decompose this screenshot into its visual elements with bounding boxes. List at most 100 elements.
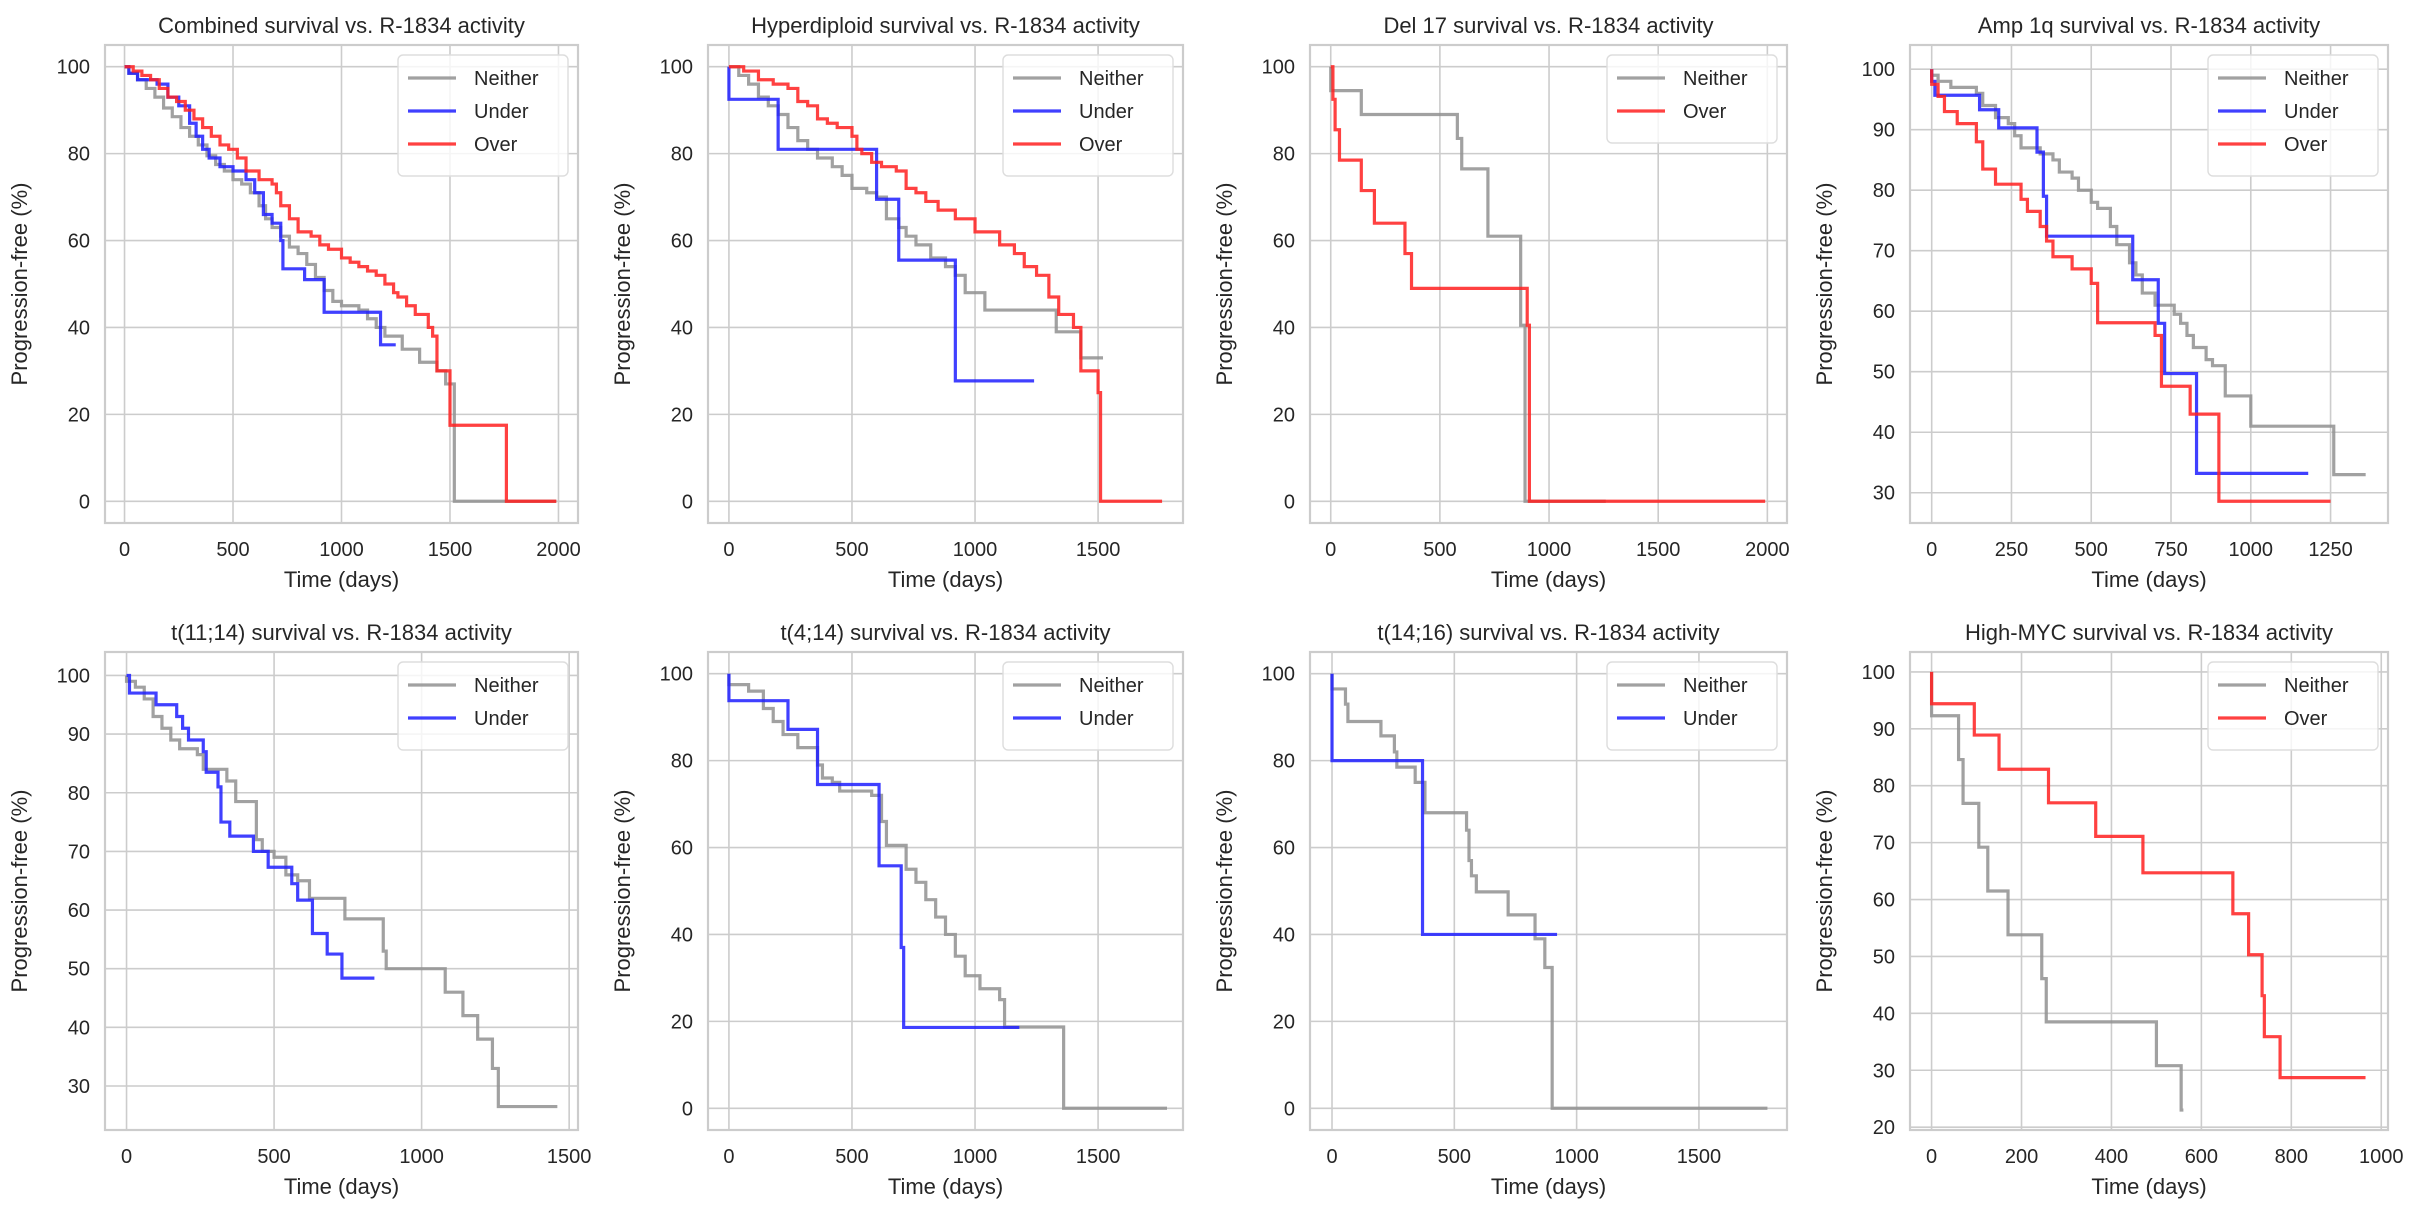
axes-frame	[1308, 43, 1789, 525]
series-line-neither	[1329, 66, 1606, 503]
axes-frame	[103, 43, 580, 525]
y-tick-label: 60	[68, 231, 90, 253]
y-tick-label: 100	[1862, 59, 1895, 81]
y-tick-label: 60	[1873, 890, 1895, 912]
y-tick-label: 70	[1873, 833, 1895, 855]
series-line-over	[1930, 69, 2331, 503]
y-tick-label: 60	[68, 900, 90, 922]
series-group	[1329, 65, 1766, 503]
chart-title: Combined survival vs. R-1834 activity	[158, 13, 525, 38]
x-tick-label: 0	[1325, 539, 1336, 561]
legend-label: Neither	[1683, 675, 1748, 697]
y-tick-label: 100	[57, 665, 90, 687]
legend-label: Over	[2284, 708, 2328, 730]
x-tick-label: 0	[723, 539, 734, 561]
series-line-under	[126, 673, 375, 980]
x-tick-label: 1250	[2308, 539, 2353, 561]
y-tick-label: 50	[1873, 362, 1895, 384]
y-tick-label: 20	[671, 1011, 693, 1033]
x-tick-label: 1000	[2359, 1146, 2404, 1168]
y-tick-label: 80	[1873, 180, 1895, 202]
y-tick-label: 20	[671, 404, 693, 426]
legend-label: Under	[1079, 708, 1134, 730]
series-line-over	[1929, 671, 2366, 1080]
legend-label: Under	[474, 101, 529, 123]
x-axis-label: Time (days)	[1491, 1174, 1606, 1199]
y-tick-label: 60	[671, 231, 693, 253]
y-tick-label: 80	[1273, 144, 1295, 166]
y-tick-label: 0	[682, 491, 693, 513]
y-tick-label: 20	[1273, 404, 1295, 426]
x-tick-label: 600	[2185, 1146, 2218, 1168]
x-tick-label: 1000	[1554, 1146, 1599, 1168]
series-line-under	[727, 66, 1035, 383]
y-tick-label: 90	[1873, 719, 1895, 741]
x-axis-label: Time (days)	[284, 1174, 399, 1199]
y-tick-label: 100	[660, 664, 693, 686]
chart-panel-4: 0 500 1000 1500 30 40 50 60 70 80 90 100 Neither Unde…	[7, 620, 591, 1199]
y-tick-label: 40	[671, 317, 693, 339]
y-tick-label: 60	[1273, 231, 1295, 253]
y-axis-label: Progression-free (%)	[1212, 790, 1237, 993]
y-tick-label: 40	[1273, 317, 1295, 339]
chart-title: t(14;16) survival vs. R-1834 activity	[1377, 620, 1719, 645]
legend-label: Neither	[1079, 675, 1144, 697]
chart-title: Amp 1q survival vs. R-1834 activity	[1978, 13, 2320, 38]
legend-label: Under	[1683, 708, 1738, 730]
chart-panel-1: 0 500 1000 1500 0 20 40 60 80 100 Neither Under Over…	[610, 13, 1185, 592]
chart-title: Del 17 survival vs. R-1834 activity	[1383, 13, 1713, 38]
x-tick-label: 500	[835, 539, 868, 561]
y-axis-label: Progression-free (%)	[7, 183, 32, 386]
y-axis-label: Progression-free (%)	[1812, 183, 1837, 386]
x-axis-label: Time (days)	[888, 567, 1003, 592]
series-line-neither	[1929, 671, 2184, 1112]
x-tick-label: 1000	[1527, 539, 1572, 561]
y-tick-label: 0	[682, 1098, 693, 1120]
x-axis-label: Time (days)	[2091, 567, 2206, 592]
series-group	[1929, 671, 2366, 1112]
legend-box	[1002, 54, 1174, 177]
x-tick-label: 500	[216, 539, 249, 561]
legend: Neither Under	[1002, 661, 1174, 751]
legend: Neither Over	[1606, 54, 1778, 144]
x-axis-label: Time (days)	[2091, 1174, 2206, 1199]
series-line-neither	[727, 673, 1167, 1110]
chart-panel-6: 0 500 1000 1500 0 20 40 60 80 100 Neither Under t(14…	[1212, 620, 1789, 1199]
series-line-under	[727, 673, 1020, 1030]
x-tick-label: 400	[2095, 1146, 2128, 1168]
legend: Neither Under	[397, 661, 569, 751]
axes-frame	[1308, 650, 1789, 1132]
series-line-over	[728, 65, 1163, 503]
legend-label: Under	[2284, 101, 2339, 123]
series-line-under	[1330, 673, 1558, 937]
x-tick-label: 250	[1995, 539, 2028, 561]
x-tick-label: 500	[1438, 1146, 1471, 1168]
y-tick-label: 40	[1273, 924, 1295, 946]
y-tick-label: 40	[68, 317, 90, 339]
y-tick-label: 60	[1273, 838, 1295, 860]
x-axis-label: Time (days)	[888, 1174, 1003, 1199]
axes-frame	[1908, 43, 2390, 525]
series-line-under	[124, 65, 396, 347]
x-tick-label: 200	[2005, 1146, 2038, 1168]
series-line-neither	[728, 65, 1104, 360]
y-tick-label: 40	[671, 924, 693, 946]
chart-panel-0: 0 500 1000 1500 2000 0 20 40 60 80 100 Neither Under…	[7, 13, 581, 592]
legend-label: Neither	[1683, 68, 1748, 90]
y-tick-label: 30	[68, 1076, 90, 1098]
series-line-neither	[1330, 673, 1768, 1110]
legend: Neither Under	[1606, 661, 1778, 751]
y-tick-label: 100	[57, 57, 90, 79]
y-tick-label: 0	[1284, 1098, 1295, 1120]
y-tick-label: 80	[671, 144, 693, 166]
y-tick-label: 100	[1262, 57, 1295, 79]
x-tick-label: 1500	[1677, 1146, 1722, 1168]
legend: Neither Over	[2207, 661, 2379, 751]
x-axis-label: Time (days)	[284, 567, 399, 592]
legend-label: Over	[2284, 134, 2328, 156]
y-tick-label: 70	[1873, 241, 1895, 263]
y-axis-label: Progression-free (%)	[610, 790, 635, 993]
x-tick-label: 1000	[399, 1146, 444, 1168]
x-tick-label: 0	[1926, 539, 1937, 561]
